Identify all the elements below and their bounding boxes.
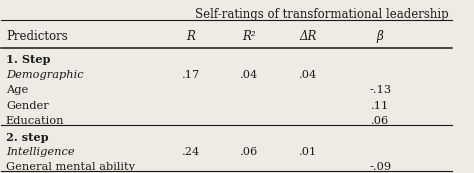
Text: .17: .17 [182, 70, 200, 80]
Text: Age: Age [6, 85, 28, 95]
Text: .06: .06 [240, 147, 258, 157]
Text: Demographic: Demographic [6, 70, 83, 80]
Text: 1. Step: 1. Step [6, 54, 50, 65]
Text: Self-ratings of transformational leadership: Self-ratings of transformational leaders… [195, 8, 448, 21]
Text: General mental ability: General mental ability [6, 162, 135, 172]
Text: .11: .11 [371, 101, 389, 111]
Text: .01: .01 [299, 147, 317, 157]
Text: .24: .24 [182, 147, 200, 157]
Text: Gender: Gender [6, 101, 49, 111]
Text: R²: R² [243, 30, 256, 43]
Text: β: β [377, 30, 383, 43]
Text: Education: Education [6, 116, 64, 126]
Text: R: R [186, 30, 195, 43]
Text: .04: .04 [240, 70, 258, 80]
Text: -.09: -.09 [369, 162, 391, 172]
Text: .06: .06 [371, 116, 389, 126]
Text: ΔR: ΔR [299, 30, 317, 43]
Text: Intelligence: Intelligence [6, 147, 74, 157]
Text: .04: .04 [299, 70, 317, 80]
Text: -.13: -.13 [369, 85, 391, 95]
Text: Predictors: Predictors [6, 30, 68, 43]
Text: 2. step: 2. step [6, 131, 48, 143]
